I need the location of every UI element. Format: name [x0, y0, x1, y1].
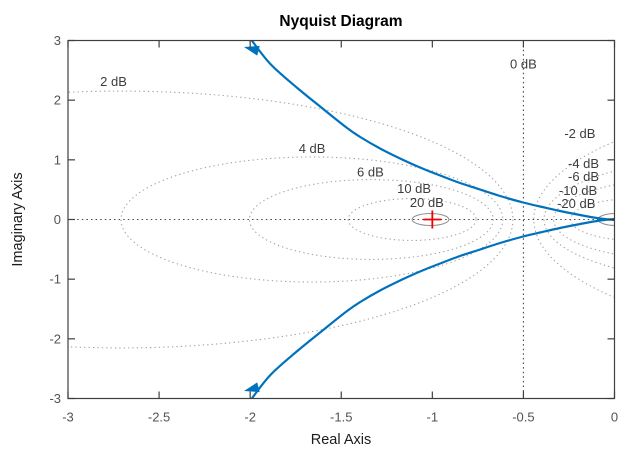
db-grid-label: 6 dB	[357, 164, 384, 179]
db-grid-label: 0 dB	[510, 56, 537, 71]
y-tick-label: 3	[54, 33, 61, 48]
db-grid-label: -4 dB	[568, 156, 599, 171]
plot-box-border	[67, 39, 616, 400]
nyquist-curve-layer	[244, 40, 615, 399]
db-circle-2	[68, 90, 514, 349]
nyquist-curve-upper	[250, 40, 615, 222]
db-grid-label: 2 dB	[100, 74, 127, 89]
y-tick-label: 1	[54, 152, 61, 167]
x-axis-label: Real Axis	[311, 432, 371, 448]
curve-arrowhead-bottom	[244, 382, 260, 393]
db-circle-20	[411, 212, 450, 227]
y-tick-label: 0	[54, 212, 61, 227]
db-grid-label: 4 dB	[299, 141, 326, 156]
nyquist-curve-lower	[250, 217, 615, 399]
y-axis-label: Imaginary Axis	[10, 172, 26, 266]
db-circle-6	[248, 179, 494, 260]
axes-layer: -3 -2.5 -2 -1.5 -1 -0.5 0 -3 -2 -1 0 1 2 3	[49, 33, 618, 425]
db-grid-label: 20 dB	[410, 195, 444, 210]
db-circle-4	[120, 156, 504, 283]
db-grid-label: -6 dB	[568, 169, 599, 184]
x-tick-label: -2	[244, 410, 256, 425]
x-tick-label: 0	[611, 410, 618, 425]
db-circle-10	[347, 198, 477, 241]
x-tick-label: -0.5	[512, 410, 534, 425]
x-tick-label: -3	[62, 410, 74, 425]
x-tick-label: -1.5	[330, 410, 352, 425]
critical-point-layer	[423, 210, 442, 229]
db-grid-label: -10 dB	[559, 183, 597, 198]
x-tick-label: -2.5	[148, 410, 170, 425]
x-tick-label: -1	[427, 410, 439, 425]
db-grid-label: -20 dB	[557, 196, 595, 211]
db-grid-label: 10 dB	[397, 181, 431, 196]
db-grid-layer	[68, 40, 615, 399]
y-tick-label: -3	[49, 391, 61, 406]
curve-arrowhead-top	[244, 45, 260, 56]
y-tick-label: -1	[49, 272, 61, 287]
y-tick-label: -2	[49, 331, 61, 346]
db-grid-label: -2 dB	[564, 126, 595, 141]
chart-title: Nyquist Diagram	[279, 13, 402, 30]
y-tick-label: 2	[54, 93, 61, 108]
